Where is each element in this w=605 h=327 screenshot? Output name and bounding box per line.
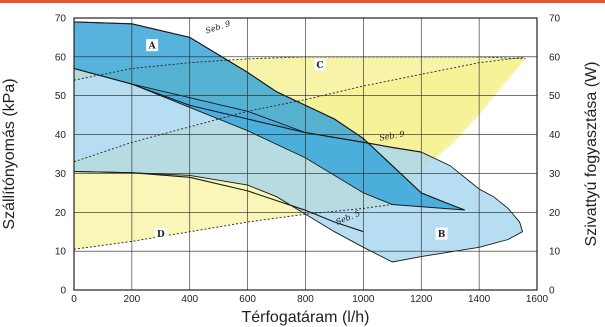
region-label-box-b [435,227,448,240]
top-accent-bar [0,0,605,3]
region-label-d: D [157,230,165,240]
x-tick-400: 400 [181,294,198,305]
x-tick-200: 200 [124,294,141,305]
curve-label-1: Seb. 9 [204,19,231,35]
x-tick-800: 800 [297,294,314,305]
y-tick-20: 20 [55,208,67,219]
y-tick-30: 30 [55,169,67,180]
region-label-c: C [316,61,323,71]
y-tick-70: 70 [55,14,67,25]
y2-tick-10: 10 [549,247,561,258]
y-tick-labels: 0 10 20 30 40 50 60 70 [55,14,67,297]
y2-tick-30: 30 [549,169,561,180]
y-tick-0: 0 [60,286,66,297]
plot-frame [73,17,538,291]
x-tick-1200: 1200 [410,294,433,305]
region-b [74,68,523,262]
y2-axis-title: Szivattyú fogyasztása (W) [583,62,600,247]
y2-tick-20: 20 [549,208,561,219]
region-outline-b [73,67,524,263]
y-tick-40: 40 [55,130,67,141]
y-tick-50: 50 [55,91,67,102]
y2-tick-labels: 0 10 20 30 40 50 60 70 [549,14,561,297]
x-tick-600: 600 [239,294,256,305]
power-curve-2 [73,56,526,163]
x-tick-labels: 0 200 400 600 800 1000 1200 1400 1600 [71,294,548,305]
x-tick-1600: 1600 [526,294,549,305]
y-tick-10: 10 [55,247,67,258]
region-layer [74,21,526,262]
x-tick-1000: 1000 [352,294,375,305]
curve-label-2: Seb. 9 [379,129,406,142]
grid-layer [74,18,537,290]
speed-curve-layer [73,21,524,263]
y2-tick-60: 60 [549,52,561,63]
y2-tick-40: 40 [549,130,561,141]
y2-tick-70: 70 [549,14,561,25]
y2-tick-50: 50 [549,91,561,102]
region-label-box-c [313,58,326,71]
region-label-a: A [148,42,157,52]
region-label-b: B [438,230,446,240]
region-label-box-d [154,227,167,240]
y-tick-60: 60 [55,52,67,63]
region-outline-a [73,21,465,211]
region-a [74,21,465,211]
x-axis-title: Térfogatáram (l/h) [241,309,369,326]
region-label-box-a [146,39,159,52]
x-tick-0: 0 [71,294,77,305]
y-axis-title: Szállítónyomás (kPa) [1,78,18,229]
x-tick-1400: 1400 [468,294,491,305]
y2-tick-0: 0 [549,286,555,297]
